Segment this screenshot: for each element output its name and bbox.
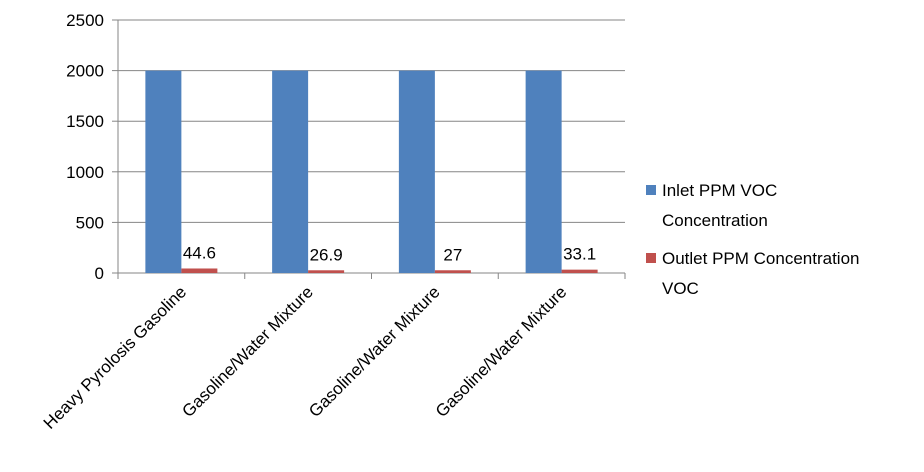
data-label: 27 bbox=[443, 245, 462, 264]
legend: Inlet PPM VOC Concentration Outlet PPM Con… bbox=[646, 181, 859, 298]
y-tick-label: 0 bbox=[95, 264, 104, 283]
data-label: 44.6 bbox=[183, 243, 216, 262]
data-label: 26.9 bbox=[310, 245, 343, 264]
y-tick-label: 500 bbox=[76, 213, 104, 232]
bar-outlet bbox=[561, 269, 598, 273]
bar-inlet bbox=[398, 70, 435, 273]
y-tick-label: 2500 bbox=[66, 11, 104, 30]
data-label: 33.1 bbox=[563, 245, 596, 264]
x-category-label: Gasoline/Water Mixture bbox=[305, 282, 444, 421]
x-category-label: Gasoline/Water Mixture bbox=[432, 282, 571, 421]
bar-inlet bbox=[272, 70, 309, 273]
y-tick-label: 1000 bbox=[66, 163, 104, 182]
legend-swatch bbox=[646, 185, 656, 195]
bar-inlet bbox=[525, 70, 562, 273]
bar-outlet bbox=[434, 270, 471, 273]
x-category-label: Heavy Pyrolosis Gasoline bbox=[40, 282, 190, 432]
bars bbox=[145, 70, 598, 273]
x-category-label: Gasoline/Water Mixture bbox=[178, 282, 317, 421]
legend-label: Outlet PPM Concentration VOC bbox=[662, 249, 859, 298]
data-labels: 44.6 26.9 27 33.1 bbox=[183, 243, 596, 264]
legend-swatch bbox=[646, 253, 656, 263]
bar-outlet bbox=[308, 270, 345, 273]
legend-label: Inlet PPM VOC Concentration bbox=[662, 181, 777, 230]
bar-inlet bbox=[145, 70, 182, 273]
y-tick-label: 2000 bbox=[66, 62, 104, 81]
y-tick-label: 1500 bbox=[66, 112, 104, 131]
bar-outlet bbox=[181, 268, 218, 273]
